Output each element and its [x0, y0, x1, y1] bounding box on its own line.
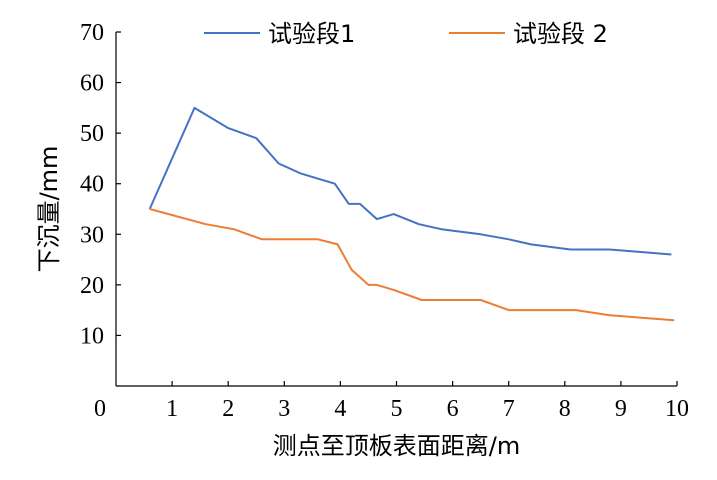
- y-tick-label: 40: [80, 172, 104, 198]
- y-axis-label: 下沉量/mm: [35, 146, 63, 273]
- legend-label-2: 试验段 2: [513, 20, 608, 48]
- legend: 试验段1 试验段 2: [204, 20, 608, 48]
- y-tick-label: 30: [80, 222, 104, 248]
- x-tick-label: 0: [94, 396, 106, 422]
- x-tick-label: 5: [391, 396, 403, 422]
- x-tick-label: 8: [559, 396, 571, 422]
- y-tick-label: 20: [80, 273, 104, 299]
- y-ticks: 10 20 30 40 50 60 70: [80, 20, 121, 349]
- x-tick-label: 4: [334, 396, 346, 422]
- series-layer: [148, 106, 675, 322]
- x-tick-label: 6: [447, 396, 459, 422]
- x-tick-label: 2: [222, 396, 234, 422]
- y-tick-label: 10: [80, 323, 104, 349]
- y-tick-label: 70: [80, 20, 104, 46]
- series-line-1: [148, 106, 672, 256]
- x-tick-label: 3: [278, 396, 290, 422]
- x-tick-label: 9: [615, 396, 627, 422]
- y-tick-label: 50: [80, 121, 104, 147]
- series-line-2: [149, 208, 675, 322]
- legend-label-1: 试验段1: [268, 20, 355, 48]
- x-axis-label: 测点至顶板表面距离/m: [273, 432, 520, 460]
- x-ticks: 0 1 2 3 4 5 6 7 8 9 10: [94, 381, 689, 422]
- x-tick-label: 10: [665, 396, 689, 422]
- y-tick-label: 60: [80, 71, 104, 97]
- x-tick-label: 1: [166, 396, 178, 422]
- axes: [115, 32, 677, 387]
- x-tick-label: 7: [503, 396, 515, 422]
